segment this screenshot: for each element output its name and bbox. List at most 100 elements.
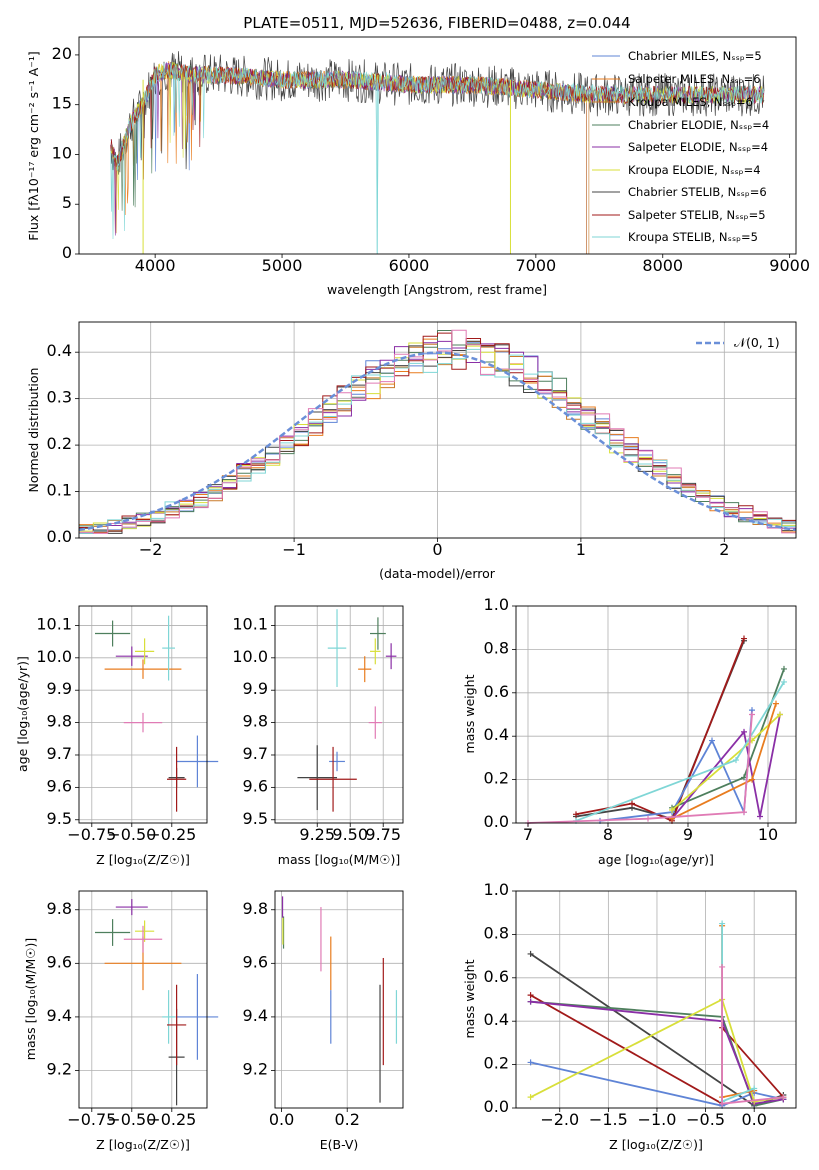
x-tick-label: 0.2 bbox=[334, 1110, 359, 1129]
weight-marker bbox=[719, 1100, 726, 1107]
weight-marker bbox=[781, 678, 787, 685]
mass-vs-EBV-plot-area bbox=[275, 891, 403, 1108]
residuals-panel: −2 −1 0 1 2 0.0 0.1 0.2 0.3 0.4 (data-model)/erro… bbox=[26, 321, 797, 581]
x-tick-label: 7 bbox=[523, 825, 533, 844]
legend-label-5: Kroupa ELODIE, Nₛₛₚ=4 bbox=[628, 163, 761, 177]
y-tick-label: 0.0 bbox=[484, 1097, 509, 1116]
weight-series-0 bbox=[575, 640, 745, 820]
weight-series-6 bbox=[721, 925, 755, 1099]
errorbar-point bbox=[327, 609, 347, 687]
errorbar-point bbox=[123, 712, 163, 733]
weight-marker bbox=[749, 711, 755, 718]
x-tick-label: 9000 bbox=[769, 256, 810, 275]
y-tick-label: 0.6 bbox=[484, 967, 509, 986]
y-tick-label: 20 bbox=[52, 44, 72, 63]
errorbar-point bbox=[135, 638, 155, 665]
y-tick-label: 9.8 bbox=[47, 899, 72, 918]
weight-series-3 bbox=[671, 668, 785, 809]
weight-marker bbox=[733, 757, 739, 764]
y-tick-label: 9.7 bbox=[47, 744, 72, 763]
x-tick-label: 6000 bbox=[389, 256, 430, 275]
y-tick-label: 0.4 bbox=[484, 725, 509, 744]
y-tick-label: 9.7 bbox=[243, 744, 268, 763]
y-tick-label: 9.8 bbox=[47, 712, 72, 731]
y-tick-label: 9.9 bbox=[47, 679, 72, 698]
histogram-series-4 bbox=[79, 340, 796, 534]
age-vs-Z-ticks: −0.75−0.50−0.25 9.5 9.6 9.7 9.8 9.9 10.0 10.1 bbox=[36, 614, 196, 844]
weight-vs-Z-ylabel: mass weight bbox=[462, 959, 477, 1038]
errorbar-point bbox=[115, 899, 148, 916]
y-tick-label: 9.4 bbox=[47, 1006, 72, 1025]
spectrum-series-7 bbox=[110, 64, 765, 180]
histogram-series-8 bbox=[79, 348, 796, 534]
spectrum-title: PLATE=0511, MJD=52636, FIBERID=0488, z=0… bbox=[243, 14, 630, 32]
y-tick-label: 0.2 bbox=[484, 1054, 509, 1073]
x-tick-label: −0.25 bbox=[147, 1110, 196, 1129]
y-tick-label: 9.6 bbox=[243, 776, 268, 795]
residuals-xlabel: (data-model)/error bbox=[379, 566, 496, 581]
y-tick-label: 0.3 bbox=[47, 388, 72, 407]
errorbar-point bbox=[368, 706, 382, 739]
spectrum-plot-area bbox=[110, 51, 765, 254]
spectrum-legend: Chabrier MILES, Nₛₛₚ=5 Salpeter MILES, N… bbox=[592, 49, 769, 244]
y-tick-label: 10.0 bbox=[232, 647, 268, 666]
y-tick-label: 9.6 bbox=[47, 776, 72, 795]
spectrum-ylabel: Flux [fλ10⁻¹⁷ erg cm⁻² s⁻¹ A⁻¹] bbox=[26, 51, 41, 240]
y-tick-label: 10.1 bbox=[232, 614, 268, 633]
errorbar-point bbox=[385, 643, 397, 670]
x-tick-label: −2 bbox=[139, 540, 163, 559]
x-tick-label: 9.25 bbox=[299, 825, 335, 844]
weight-series-2 bbox=[530, 1061, 784, 1107]
x-tick-label: 8 bbox=[603, 825, 613, 844]
y-tick-label: 5 bbox=[62, 193, 72, 212]
errorbar-point bbox=[167, 746, 187, 812]
weight-marker bbox=[719, 963, 726, 970]
weight-vs-age-frame bbox=[515, 605, 797, 824]
age-vs-Z-frame bbox=[78, 605, 208, 824]
mass-vs-EBV-ticks: 0.0 0.2 9.2 9.4 9.6 9.8 bbox=[243, 899, 360, 1129]
weight-marker bbox=[527, 950, 534, 957]
legend-label-4: Salpeter ELODIE, Nₛₛₚ=4 bbox=[628, 140, 768, 154]
weight-marker bbox=[741, 635, 747, 642]
errorbar-point bbox=[95, 919, 131, 946]
x-tick-label: 0.0 bbox=[741, 1110, 766, 1129]
errorbar-point bbox=[358, 656, 372, 683]
errorbar-point bbox=[123, 925, 163, 953]
weight-marker bbox=[527, 1094, 534, 1101]
weight-vs-age-ticks: 7 8 9 10 0.0 0.2 0.4 0.6 0.8 1.0 bbox=[484, 595, 779, 844]
age-vs-Z-xlabel: Z [log₁₀(Z/Z☉)] bbox=[96, 852, 190, 867]
age-vs-mass-ticks: 9.259.509.75 9.5 9.6 9.7 9.8 9.9 10.0 10.1 bbox=[232, 614, 401, 844]
age-vs-mass-panel: 9.259.509.75 9.5 9.6 9.7 9.8 9.9 10.0 10.1 mass… bbox=[232, 605, 404, 867]
x-tick-label: −0.75 bbox=[67, 1110, 116, 1129]
weight-marker bbox=[741, 728, 747, 735]
mass-vs-Z-xlabel: Z [log₁₀(Z/Z☉)] bbox=[96, 1137, 190, 1152]
histogram-series-3 bbox=[79, 329, 796, 532]
y-tick-label: 9.8 bbox=[243, 899, 268, 918]
mass-vs-Z-plot-area bbox=[79, 891, 219, 1108]
y-tick-label: 0.6 bbox=[484, 682, 509, 701]
weight-vs-Z-frame bbox=[515, 890, 797, 1109]
x-tick-label: −1.5 bbox=[589, 1110, 628, 1129]
histogram-series-7 bbox=[79, 332, 796, 533]
y-tick-label: 1.0 bbox=[484, 880, 509, 899]
x-tick-label: 5000 bbox=[262, 256, 303, 275]
weight-marker bbox=[780, 1094, 787, 1101]
spectrum-frame bbox=[78, 36, 797, 255]
spectrum-panel: PLATE=0511, MJD=52636, FIBERID=0488, z=0… bbox=[26, 14, 810, 297]
x-tick-label: 4000 bbox=[135, 256, 176, 275]
weight-series-2 bbox=[599, 710, 753, 822]
x-tick-label: −0.75 bbox=[67, 825, 116, 844]
weight-series-8 bbox=[527, 714, 753, 824]
errorbar-point bbox=[95, 620, 131, 647]
weight-marker bbox=[751, 1085, 758, 1092]
spectrum-series-8 bbox=[110, 62, 765, 253]
errorbar-point bbox=[309, 746, 357, 812]
y-tick-label: 1.0 bbox=[484, 595, 509, 614]
legend-label-gaussian: 𝒩(0, 1) bbox=[734, 335, 780, 350]
weight-vs-Z-ticks: −2.0 −1.5 −1.0 −0.5 0.0 0.0 0.2 0.4 0.6 0.8 1.0 bbox=[484, 880, 767, 1129]
weight-marker bbox=[645, 815, 651, 822]
residuals-ticks: −2 −1 0 1 2 0.0 0.1 0.2 0.3 0.4 bbox=[47, 341, 730, 559]
errorbar-point bbox=[370, 638, 381, 665]
y-tick-label: 0 bbox=[62, 243, 72, 262]
